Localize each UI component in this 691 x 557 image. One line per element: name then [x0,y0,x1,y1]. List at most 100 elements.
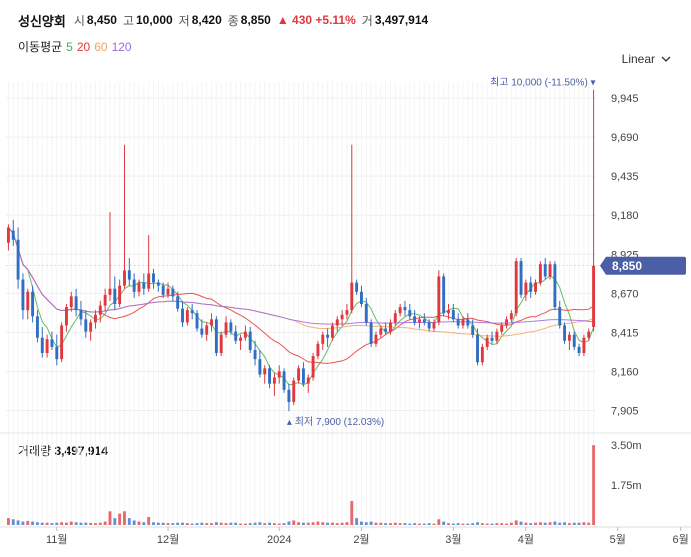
volume-bar [205,523,209,525]
volume-bar [505,523,508,525]
volume-bar [118,513,122,525]
price-tick-label: 8,415 [611,327,639,339]
volume-bar [393,522,397,525]
volume-bar [98,522,102,525]
candle-body [248,331,252,350]
candle-body [505,319,508,326]
candle-body [447,310,450,314]
volume-bar [408,523,412,525]
volume-bar [185,523,189,525]
scale-toggle[interactable]: Linear [622,52,671,66]
volume-bar [176,522,180,525]
volume-bar [364,522,368,525]
candle-body [364,304,368,323]
volume-bar [11,519,15,525]
candle-body [345,310,349,315]
candle-body [451,310,455,320]
volume-bar [210,523,213,525]
ma-period-60[interactable]: 60 [94,39,108,54]
candle-body [74,296,78,311]
volume-bar [524,522,528,525]
candle-body [253,349,257,360]
volume-bar [60,522,64,525]
volume-bar [6,518,10,525]
candle-body [176,296,180,309]
candle-body [393,313,397,323]
volume-bar [582,522,586,525]
volume-bar [282,523,286,525]
volume-bar [345,522,349,525]
candle-body [408,310,412,317]
high-value: 10,000 [135,13,173,27]
ma-period-120[interactable]: 120 [111,39,132,54]
candle-body [147,273,151,289]
volume-bar [398,523,402,525]
candle-body [398,307,402,314]
candle-body [480,346,484,363]
volume-bar [127,518,131,525]
ma-period-20[interactable]: 20 [76,39,91,54]
volume-bar [65,522,68,525]
candle-body [485,337,489,347]
ma-line-120 [8,227,594,325]
candle-body [16,239,20,280]
volume-bar [432,523,436,525]
volume-axis: 3.50m 1.75m [611,440,642,492]
candle-body [123,270,126,286]
price-tick-label: 7,905 [611,405,639,417]
candle-body [403,307,407,311]
candle-body [538,264,542,283]
candle-body [79,310,83,320]
volume-bar [69,521,73,525]
candle-body [84,319,88,332]
volume-bar [297,522,301,525]
candle-body [152,273,155,283]
candle-body [181,308,184,323]
volume-bar [587,522,591,525]
volume-bar [94,523,97,525]
volume-bar [79,522,83,525]
current-price-tag [600,256,686,275]
candle-body [577,346,581,354]
volume-bar [485,523,489,525]
high-annotation: 최고 10,000 (-11.50%) ▾ [490,77,596,89]
candle-body [234,331,238,341]
candle-body [21,279,25,311]
moving-average-periods: 5 20 60 120 [66,40,131,54]
candle-body [476,334,479,363]
open-value: 8,450 [86,13,117,27]
candle-body [548,264,552,277]
current-price-label: 8,850 [612,259,642,273]
open-label: 시 [73,13,85,28]
candle-body [6,227,10,243]
candle-body [389,322,392,332]
volume-bar [243,523,247,525]
volume-bar [263,523,267,525]
time-tick-label: 2024 [267,534,291,546]
candle-body [55,346,59,360]
volume-bar [538,522,542,525]
volume-bar [253,522,257,525]
volume-bar [248,523,252,525]
volume-bar [84,522,88,525]
volume-bar [152,522,155,525]
volume-bar [316,521,320,525]
candle-body [166,288,170,295]
candle-body [330,325,334,338]
candle-body [26,291,30,311]
volume-bar [258,522,262,525]
volume-bar [26,520,30,525]
volume-bar [50,523,54,525]
candle-body [40,337,44,354]
ma-period-5[interactable]: 5 [66,39,73,54]
time-axis: 11월 12월 2024 2월 3월 4월 5월 6월 [0,526,691,546]
candle-body [553,264,557,308]
volume-bar [16,520,20,525]
volume-bar [132,520,136,525]
volume-bar [592,445,596,525]
candle-body [567,334,571,341]
candle-body [326,334,330,338]
volume-bar [558,522,562,525]
volume-bar [161,522,165,525]
candle-body [355,282,359,292]
